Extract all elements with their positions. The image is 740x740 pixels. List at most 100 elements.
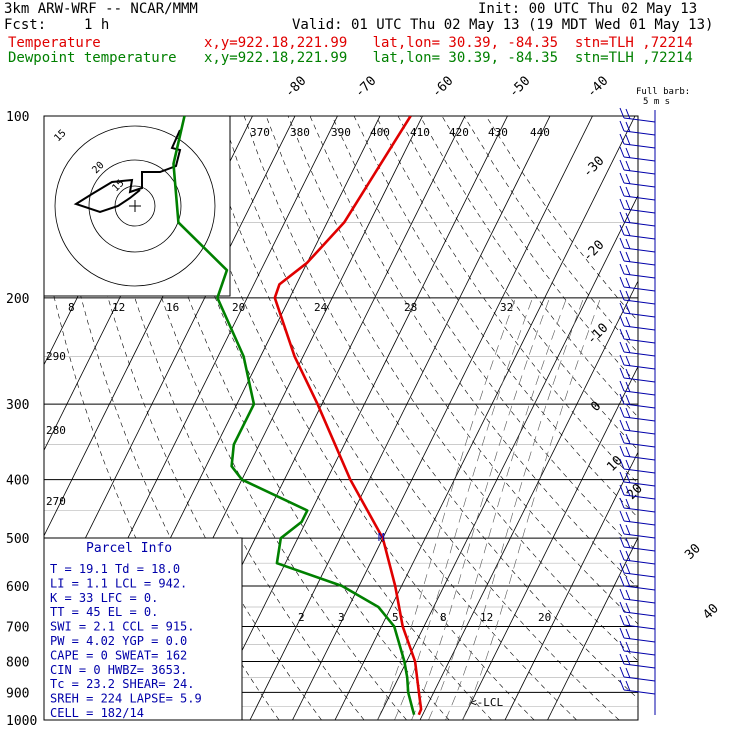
wind-barb — [619, 575, 656, 591]
wind-barb — [619, 536, 656, 552]
barb-flag — [625, 147, 631, 159]
barb-flag — [625, 277, 631, 289]
barb-flag — [625, 329, 631, 341]
temp-tick-label: -70 — [352, 74, 379, 101]
parcel-title: Parcel Info — [86, 541, 172, 556]
mixing-ratio-label: 32 — [500, 301, 513, 314]
wind-barb — [619, 601, 656, 617]
barb-shaft — [623, 273, 656, 279]
dry-adiabat — [155, 116, 492, 720]
barb-flag — [625, 602, 631, 614]
wind-barb — [619, 419, 656, 435]
barb-flag — [619, 224, 625, 236]
m-marker-label: M — [378, 531, 385, 544]
barb-flag — [625, 680, 631, 692]
parcel-row: CAPE = 0 SWEAT= 162 — [50, 648, 187, 662]
barb-flag — [625, 420, 631, 432]
barb-flag — [625, 446, 631, 458]
barb-shaft — [623, 442, 656, 448]
pressure-label: 400 — [6, 474, 29, 489]
parcel-row: TT = 45 EL = 0. — [50, 605, 158, 619]
barb-shaft — [623, 572, 656, 578]
barb-flag — [625, 251, 631, 263]
wind-barb — [619, 120, 656, 136]
barb-shaft — [623, 429, 656, 435]
wind-barb — [619, 354, 656, 370]
mixing-ratio-label: 20 — [538, 611, 551, 624]
wind-barb — [619, 289, 656, 305]
barb-flag — [619, 107, 625, 119]
dry-adiabat — [419, 116, 638, 418]
barb-shaft — [623, 377, 656, 383]
barb-flag — [619, 432, 625, 444]
temp-tick-label: 40 — [700, 601, 722, 623]
barb-legend-label: Full barb: — [636, 87, 690, 97]
barb-flag — [619, 367, 625, 379]
isotherm-line — [504, 451, 638, 720]
barb-flag — [619, 146, 625, 158]
barb-shaft — [623, 364, 656, 370]
parcel-info-panel: Parcel Info T = 19.1 Td = 18.0LI = 1.1 LC… — [43, 537, 243, 721]
temp-tick-label: -30 — [580, 154, 607, 181]
wind-barb — [619, 445, 656, 461]
temp-tick-label: -80 — [282, 74, 309, 101]
dry-adiabat — [111, 116, 407, 720]
dry-adiabat — [397, 116, 638, 451]
barb-flag — [625, 511, 631, 523]
parcel-row: CELL = 182/14 — [50, 706, 144, 720]
wind-barb — [619, 653, 656, 669]
moist-adiabat — [394, 297, 533, 720]
parcel-row: CIN = 0 HWBZ= 3653. — [50, 663, 187, 677]
barb-flag — [625, 381, 631, 393]
parcel-frame — [43, 537, 243, 721]
wind-barb — [619, 263, 656, 279]
barb-shaft — [623, 234, 656, 240]
wind-barb — [619, 588, 656, 604]
barb-flag — [625, 472, 631, 484]
barb-flag — [625, 238, 631, 250]
barb-flag — [625, 199, 631, 211]
barb-flag — [625, 485, 631, 497]
mixing-ratio-label: 8 — [68, 301, 75, 314]
wind-barb — [619, 549, 656, 565]
barb-shaft — [623, 195, 656, 201]
wind-barb — [619, 159, 656, 175]
barb-flag — [619, 445, 625, 457]
parcel-row: PW = 4.02 YGP = 0.0 — [50, 634, 187, 648]
wind-barb — [619, 523, 656, 539]
barb-flag — [619, 549, 625, 561]
barb-flag — [619, 341, 625, 353]
temperature-profile — [273, 116, 423, 716]
dry-adiabat — [441, 116, 638, 386]
dry-adiabat — [485, 116, 638, 322]
parcel-row: Tc = 23.2 SHEAR= 24. — [50, 677, 195, 691]
hodograph-ring — [88, 159, 182, 253]
barb-shaft — [623, 208, 656, 214]
dry-adiabat — [265, 116, 638, 662]
moist-adiabat — [462, 297, 601, 720]
barb-flag — [625, 537, 631, 549]
mixing-ratio-label: 2 — [298, 611, 305, 624]
mixing-ratio-label: 8 — [440, 611, 447, 624]
barb-flag — [619, 601, 625, 613]
dewpoint-location: x,y=922.18,221.99 lat,lon= 30.39, -84.35… — [204, 50, 693, 66]
wind-barb — [619, 562, 656, 578]
barb-shaft — [623, 286, 656, 292]
barb-flag — [625, 355, 631, 367]
barb-flag — [625, 459, 631, 471]
barb-shaft — [623, 156, 656, 162]
parcel-row: SREH = 224 LAPSE= 5.9 — [50, 692, 202, 706]
pressure-label: 900 — [6, 686, 29, 701]
barb-flag — [625, 186, 631, 198]
barb-flag — [625, 160, 631, 172]
wind-barb — [619, 315, 656, 331]
barb-flag — [625, 212, 631, 224]
wind-barb — [619, 172, 656, 188]
wind-barb — [619, 393, 656, 409]
barb-shaft — [623, 598, 656, 604]
wind-barb — [619, 679, 656, 695]
dewpoint-profile — [172, 116, 416, 716]
wind-barb — [619, 198, 656, 214]
wind-barb — [619, 406, 656, 422]
